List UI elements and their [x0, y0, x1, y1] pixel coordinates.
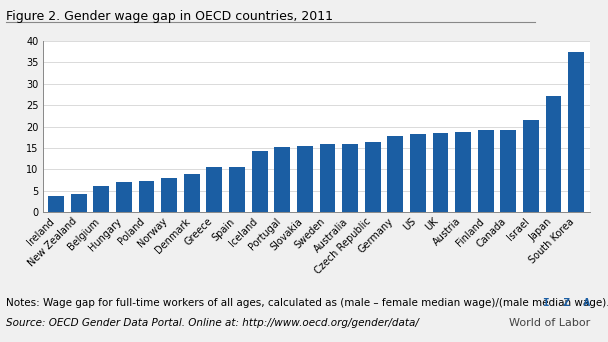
Bar [71, 194, 87, 212]
Bar [478, 130, 494, 212]
Bar [161, 178, 177, 212]
Bar [387, 136, 403, 212]
Bar [207, 167, 223, 212]
Bar [568, 52, 584, 212]
Bar [500, 130, 516, 212]
Bar [297, 146, 313, 212]
Bar [48, 196, 64, 212]
Bar [184, 174, 199, 212]
Bar [455, 132, 471, 212]
Bar [320, 144, 336, 212]
Bar [252, 151, 268, 212]
Bar [229, 167, 245, 212]
Text: Figure 2. Gender wage gap in OECD countries, 2011: Figure 2. Gender wage gap in OECD countr… [6, 10, 333, 23]
Text: I  Z  A: I Z A [542, 298, 590, 308]
Bar [94, 186, 109, 212]
Bar [410, 134, 426, 212]
Bar [274, 147, 290, 212]
Bar [365, 142, 381, 212]
Bar [545, 96, 562, 212]
Bar [433, 133, 449, 212]
Bar [116, 182, 132, 212]
Bar [342, 144, 358, 212]
Text: Notes: Wage gap for full-time workers of all ages, calculated as (male – female : Notes: Wage gap for full-time workers of… [6, 298, 608, 307]
Text: Source: OECD Gender Data Portal. Online at: http://www.oecd.org/gender/data/: Source: OECD Gender Data Portal. Online … [6, 318, 419, 328]
Bar [139, 181, 154, 212]
Text: World of Labor: World of Labor [508, 318, 590, 328]
Bar [523, 120, 539, 212]
